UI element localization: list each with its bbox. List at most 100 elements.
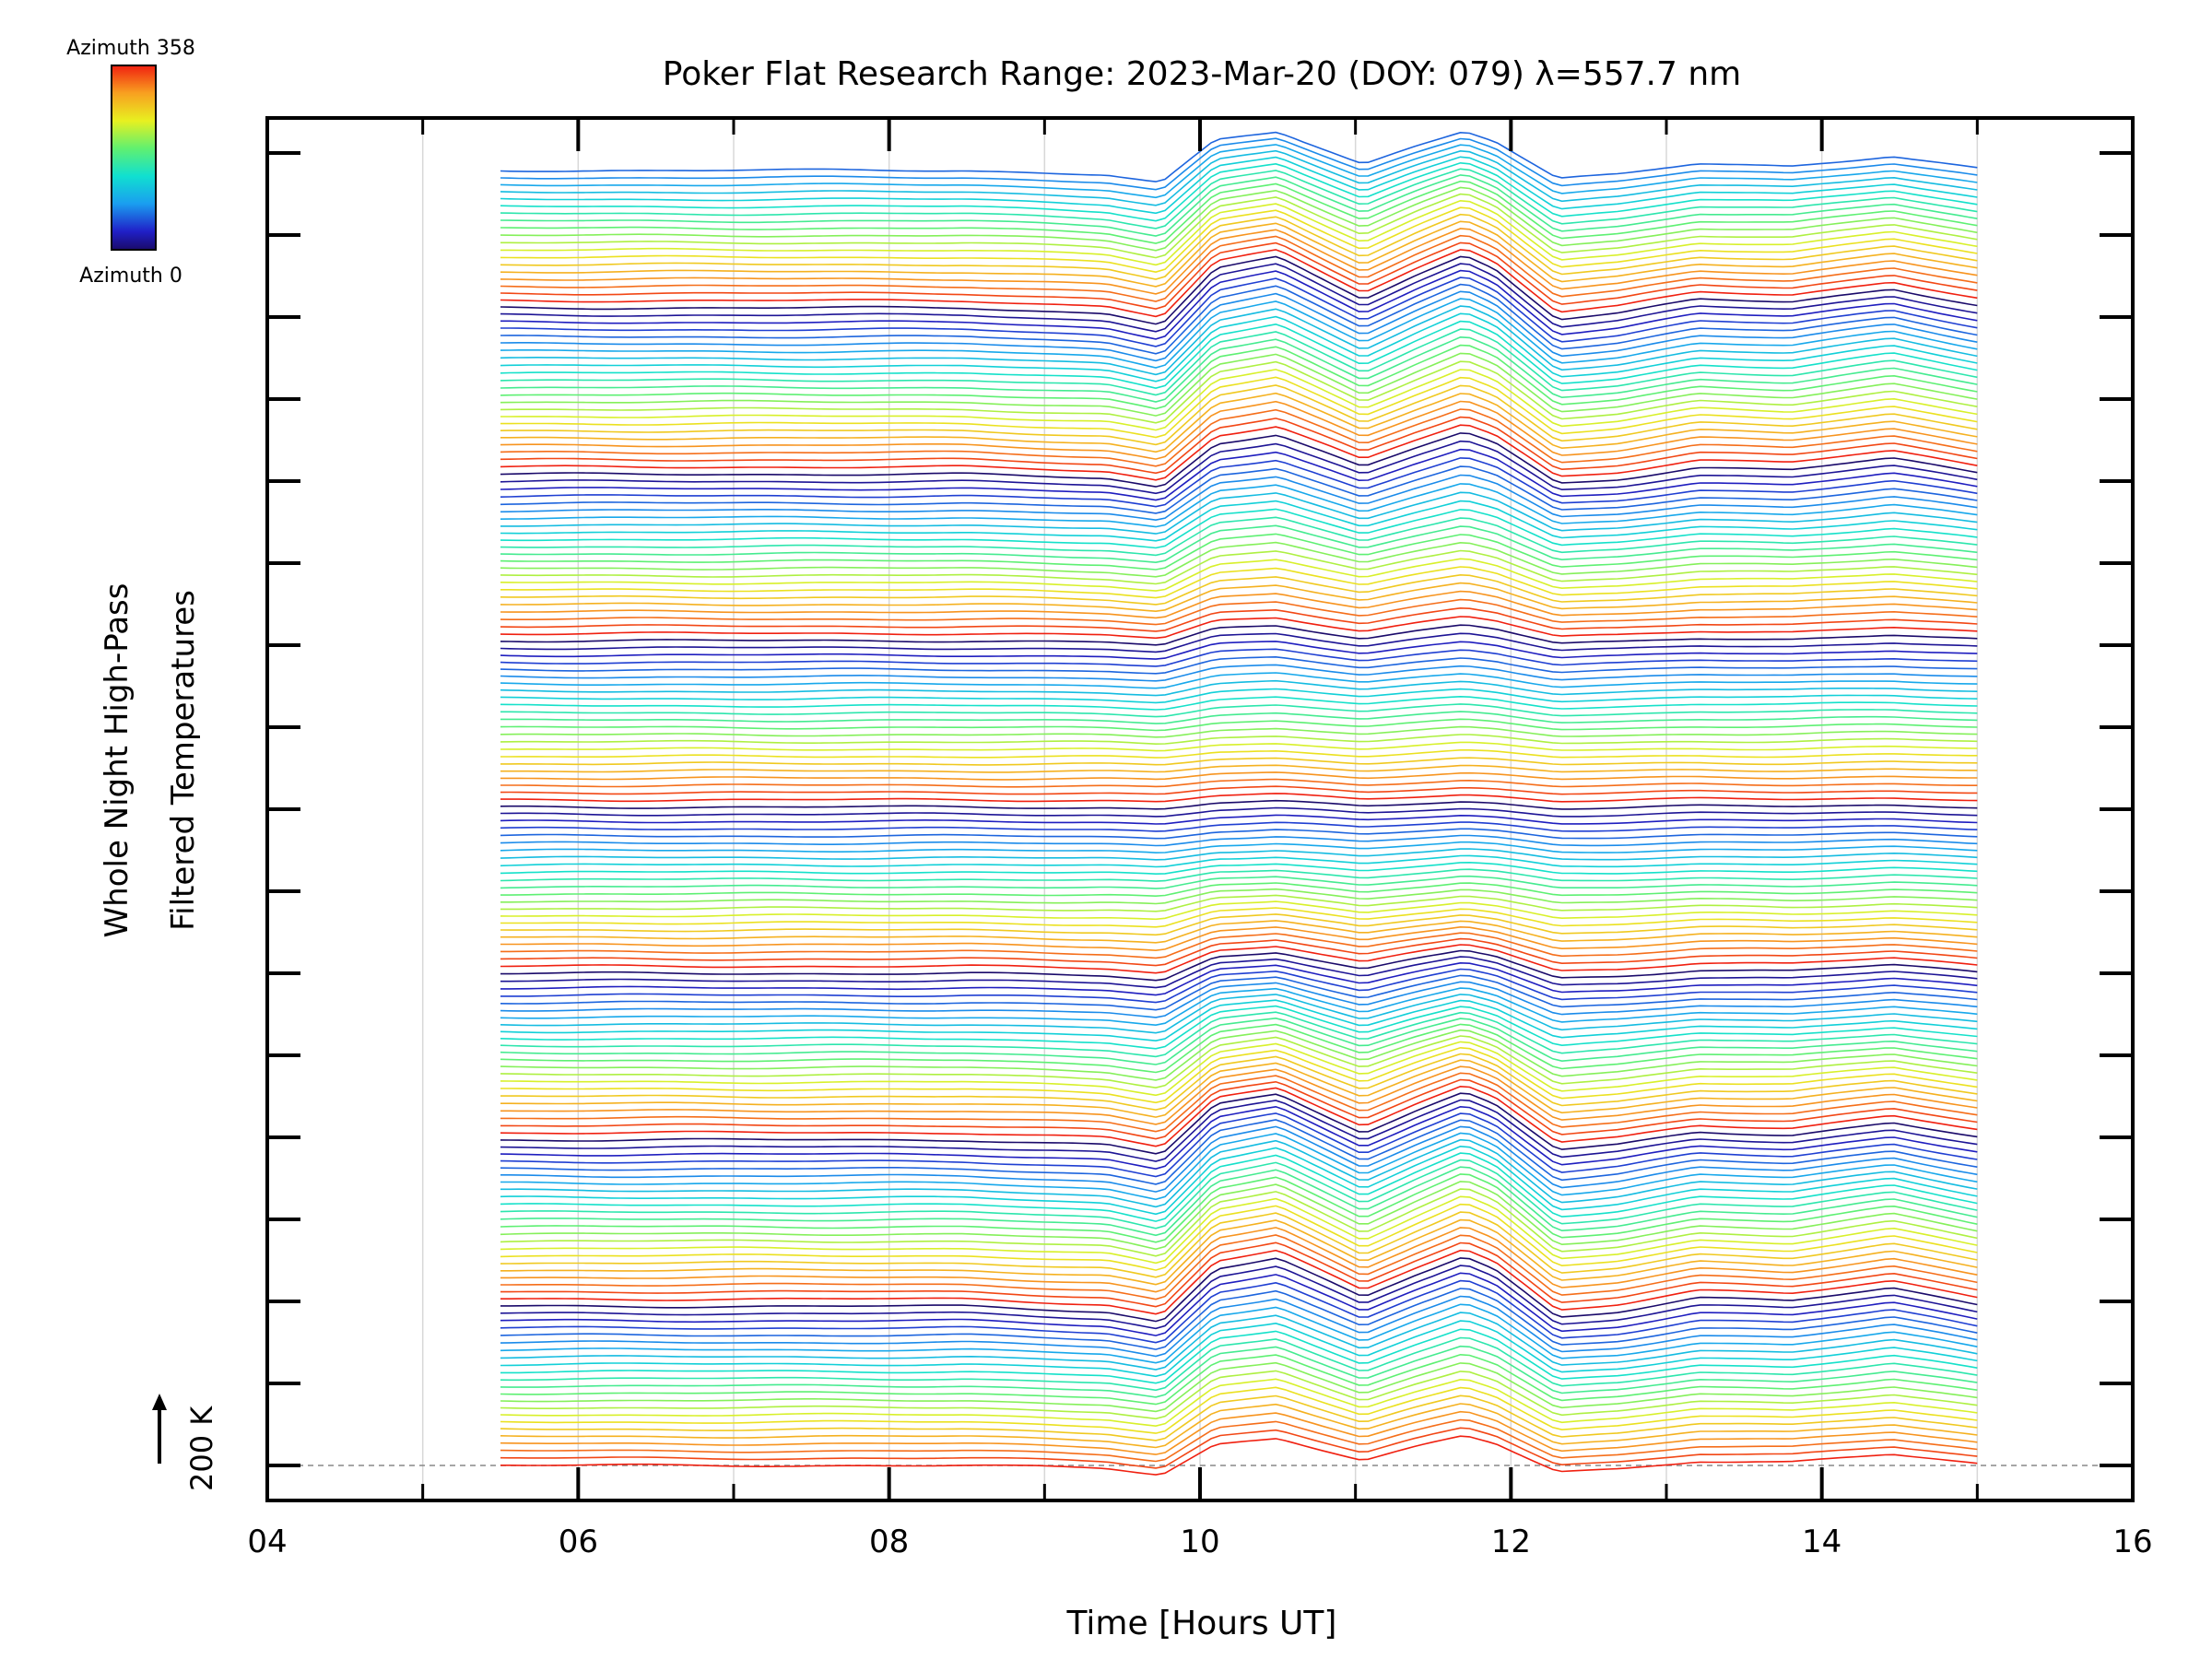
series-line [500, 1386, 1978, 1434]
series-line [500, 1138, 1978, 1208]
series-line [500, 1059, 1978, 1118]
series-line [500, 524, 1978, 564]
series-line [500, 1105, 1978, 1171]
series-line [500, 549, 1978, 585]
series-line [500, 573, 1978, 606]
series-line [500, 1288, 1978, 1350]
series-line [500, 944, 1978, 974]
series-line [500, 533, 1978, 571]
series-line [500, 590, 1978, 619]
series-line [500, 888, 1978, 905]
series-line [500, 949, 1978, 982]
axes: 04 06 08 10 12 14 16 [247, 116, 2153, 1560]
series-line [500, 1241, 1978, 1308]
series-line [500, 1195, 1978, 1265]
series-line [500, 448, 1978, 501]
colorbar-bottom-label: Azimuth 0 [79, 265, 182, 288]
series-line [500, 868, 1978, 882]
x-tick-label: 14 [1802, 1524, 1841, 1560]
series-line [500, 541, 1978, 578]
series-line [500, 1078, 1978, 1140]
series-line [500, 741, 1978, 752]
colorbar [111, 65, 157, 251]
series-line [500, 416, 1978, 475]
series-line [500, 1303, 1978, 1364]
x-tick-label: 06 [559, 1524, 598, 1560]
series-line [500, 861, 1978, 876]
series-line [500, 465, 1978, 514]
series-line [500, 703, 1978, 718]
series-line [500, 408, 1978, 467]
series-line [500, 516, 1978, 557]
series-line [500, 937, 1978, 967]
series-line [500, 606, 1978, 632]
series-line [500, 1188, 1978, 1257]
series-line [500, 1099, 1978, 1162]
series-line [500, 1017, 1978, 1065]
series-line [500, 799, 1978, 810]
series-line [500, 206, 1978, 274]
series-line [500, 320, 1978, 390]
series-line [500, 1234, 1978, 1300]
series-line [500, 376, 1978, 439]
series-line [500, 199, 1978, 266]
series-line [500, 276, 1978, 347]
y-axis-label-line1: Whole Night High-Pass [99, 583, 135, 938]
series-line [500, 1328, 1978, 1384]
series-line [500, 641, 1978, 660]
series-line [500, 1046, 1978, 1104]
series-line [500, 771, 1978, 781]
series-line [500, 335, 1978, 403]
series-line [500, 432, 1978, 488]
series-group [500, 131, 1978, 1476]
series-line [500, 1378, 1978, 1428]
series-line [500, 1145, 1978, 1216]
series-line [500, 711, 1978, 724]
series-line [500, 1410, 1978, 1455]
series-line [500, 161, 1978, 222]
series-line [500, 648, 1978, 667]
series-line [500, 582, 1978, 613]
series-line [500, 174, 1978, 237]
series-line [500, 1029, 1978, 1081]
series-line [500, 1227, 1978, 1293]
series-line [500, 1173, 1978, 1243]
series-line [500, 1053, 1978, 1112]
series-line [500, 718, 1978, 732]
series-line [500, 137, 1978, 191]
series-line [500, 956, 1978, 989]
series-line [500, 234, 1978, 302]
series-line [500, 1072, 1978, 1133]
x-tick-label: 12 [1491, 1524, 1531, 1560]
series-line [500, 241, 1978, 311]
series-line [500, 168, 1978, 229]
series-line [500, 491, 1978, 535]
series-line [500, 1023, 1978, 1074]
series-line [500, 695, 1978, 711]
series-line [500, 834, 1978, 847]
series-line [500, 500, 1978, 542]
x-tick-label: 04 [247, 1524, 287, 1560]
series-line [500, 1005, 1978, 1050]
colorbar-top-label: Azimuth 358 [66, 37, 195, 60]
series-line [500, 749, 1978, 759]
series-line [500, 900, 1978, 921]
series-line [500, 1257, 1978, 1323]
series-line [500, 1435, 1978, 1476]
x-tick-label: 10 [1180, 1524, 1219, 1560]
series-line [500, 821, 1978, 832]
series-line [500, 907, 1978, 928]
x-tick-label: 16 [2112, 1524, 2152, 1560]
series-line [500, 672, 1978, 689]
x-tick-label: 08 [869, 1524, 909, 1560]
series-line [500, 1279, 1978, 1344]
series-line [500, 1265, 1978, 1330]
series-line [500, 283, 1978, 355]
series-line [500, 1125, 1978, 1193]
series-line [500, 1181, 1978, 1251]
series-line [500, 994, 1978, 1034]
series-line [500, 149, 1978, 206]
series-line [500, 228, 1978, 295]
series-line [500, 616, 1978, 640]
series-line [500, 1112, 1978, 1178]
